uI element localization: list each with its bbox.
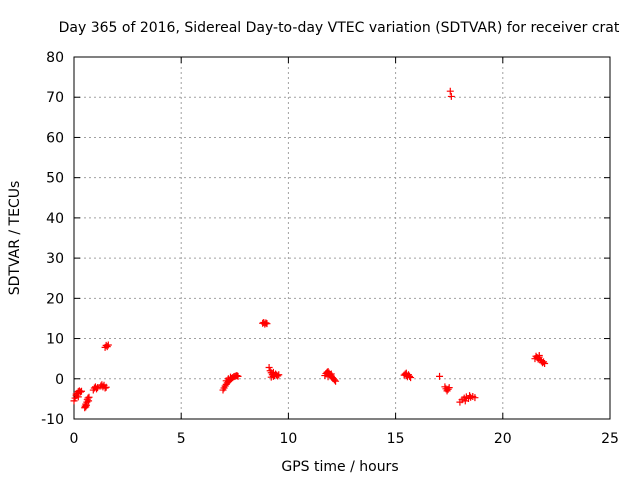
data-point: [445, 384, 453, 392]
data-point: [541, 359, 549, 367]
y-tick-label: 60: [46, 130, 64, 146]
data-point: [234, 372, 242, 380]
x-tick-label: 0: [70, 431, 79, 447]
data-point: [275, 371, 283, 379]
data-point: [102, 383, 110, 391]
axis-ticks: 0 5 10 15 20 25 -10 0 10 20 30 40 50 60 70 80: [41, 50, 619, 447]
plot-frame: [73, 56, 611, 420]
data-point: [535, 351, 543, 359]
data-point: [402, 369, 410, 377]
data-point: [103, 343, 111, 351]
data-point: [227, 373, 235, 381]
data-point: [93, 385, 101, 393]
data-point: [330, 376, 338, 384]
data-point: [101, 384, 109, 392]
x-tick-label: 5: [177, 431, 186, 447]
y-tick-label: 40: [46, 211, 64, 227]
y-tick-label: 50: [46, 171, 64, 187]
data-point: [447, 92, 455, 100]
data-point: [332, 377, 340, 385]
data-point: [267, 373, 275, 381]
data-point: [436, 372, 444, 380]
y-tick-label: 20: [46, 291, 64, 307]
y-tick-label: 10: [46, 332, 64, 348]
data-point: [233, 372, 241, 380]
data-point: [471, 394, 479, 402]
data-point: [262, 319, 270, 327]
x-tick-label: 25: [601, 431, 619, 447]
y-tick-label: 0: [55, 372, 64, 388]
x-tick-label: 10: [279, 431, 297, 447]
data-point: [263, 320, 271, 328]
data-point: [406, 372, 414, 380]
data-point: [466, 392, 474, 400]
data-point: [274, 372, 282, 380]
data-point: [104, 341, 112, 349]
y-tick-label: 30: [46, 251, 64, 267]
data-point: [461, 397, 469, 405]
data-point: [85, 393, 93, 401]
data-point: [327, 370, 335, 378]
x-axis-label: GPS time / hours: [281, 459, 398, 475]
data-point: [74, 393, 82, 401]
data-point: [540, 358, 548, 366]
data-point: [407, 374, 415, 382]
data-point: [82, 403, 90, 411]
y-tick-label: 80: [46, 50, 64, 66]
grid-lines: [74, 57, 610, 419]
x-tick-label: 15: [387, 431, 405, 447]
data-point: [78, 387, 86, 395]
x-tick-label: 20: [494, 431, 512, 447]
y-tick-label: -10: [41, 412, 64, 428]
data-point: [76, 388, 84, 396]
y-axis-label: SDTVAR / TECUs: [7, 181, 23, 296]
y-tick-label: 70: [46, 90, 64, 106]
data-points: [70, 87, 549, 412]
data-point: [269, 368, 277, 376]
data-point: [444, 385, 452, 393]
data-point: [446, 87, 454, 95]
chart-title: Day 365 of 2016, Sidereal Day-to-day VTE…: [59, 20, 620, 36]
data-point: [94, 384, 102, 392]
data-point: [265, 364, 273, 372]
